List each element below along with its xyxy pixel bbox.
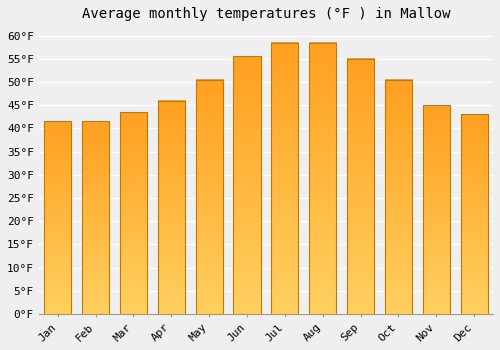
Bar <box>385 80 412 314</box>
Bar <box>196 80 223 314</box>
Bar <box>271 42 298 314</box>
Title: Average monthly temperatures (°F ) in Mallow: Average monthly temperatures (°F ) in Ma… <box>82 7 450 21</box>
Bar <box>44 121 72 314</box>
Bar <box>309 42 336 314</box>
Bar <box>234 56 260 314</box>
Bar <box>158 100 185 314</box>
Bar <box>82 121 109 314</box>
Bar <box>120 112 147 314</box>
Bar <box>422 105 450 314</box>
Bar <box>460 114 488 314</box>
Bar <box>347 59 374 314</box>
